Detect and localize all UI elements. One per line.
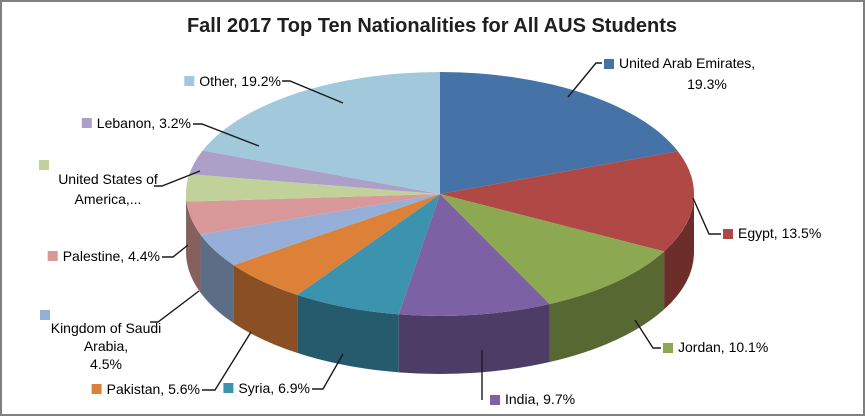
pie-slice-united-arab-emirates: [440, 72, 678, 194]
legend-label-other: Other, 19.2%: [199, 73, 281, 89]
legend-marker-united-states-of-america: [39, 160, 49, 170]
pie-callout-labels: United Arab Emirates, 19.3% Egypt, 13.5% Jo…: [39, 55, 821, 407]
legend-label-lebanon: Lebanon, 3.2%: [97, 115, 191, 131]
pie-slice-egypt: [440, 151, 695, 252]
leader-line-united-arab-emirates: [567, 62, 602, 98]
legend-marker-pakistan: [91, 384, 102, 394]
legend-marker-other: [184, 76, 195, 86]
pie-slice-syria: [297, 194, 440, 315]
legend-marker-egypt: [723, 229, 733, 239]
pie-slice-side-syria: [297, 294, 399, 373]
legend-marker-palestine: [47, 251, 58, 261]
leader-line-united-states-of-america: [154, 170, 201, 187]
pie-slice-united-states-of-america: [185, 174, 440, 202]
leader-line-palestine: [162, 244, 189, 258]
legend-label-united-arab-emirates: United Arab Emirates, 19.3%: [619, 55, 755, 92]
pie-slice-side-palestine: [186, 201, 201, 293]
legend-label-jordan: Jordan, 10.1%: [678, 339, 768, 355]
chart-title: Fall 2017 Top Ten Nationalities for All …: [187, 15, 677, 37]
pie-side-walls: [186, 194, 695, 375]
leader-line-kingdom-of-saudi-arabia: [150, 290, 200, 323]
pie-slice-kingdom-of-saudi-arabia: [200, 194, 440, 266]
pie-slice-side-jordan: [549, 251, 665, 363]
pie-slice-side-kingdom-of-saudi-arabia: [200, 234, 234, 324]
leader-line-lebanon: [193, 123, 260, 147]
pie-slice-palestine: [186, 194, 440, 235]
leader-line-egypt: [692, 197, 721, 235]
legend-label-egypt: Egypt, 13.5%: [738, 225, 821, 241]
legend-label-united-states-of-america: United States of America,...: [58, 171, 158, 207]
legend-marker-jordan: [663, 343, 673, 353]
pie-slice-side-india: [398, 304, 550, 375]
legend-marker-united-arab-emirates: [604, 59, 614, 69]
pie-slice-lebanon: [189, 150, 440, 194]
pie-top-faces: [185, 72, 695, 317]
pie-slice-side-united-states-of-america: [186, 194, 187, 260]
leader-line-pakistan: [202, 331, 252, 391]
pie-slice-side-pakistan: [233, 265, 298, 353]
pie-slice-other: [202, 72, 440, 194]
legend-label-syria: Syria, 6.9%: [238, 380, 310, 396]
legend-label-india: India, 9.7%: [505, 391, 575, 407]
legend-label-palestine: Palestine, 4.4%: [63, 248, 160, 264]
legend-marker-lebanon: [81, 118, 92, 128]
legend-label-kingdom-of-saudi-arabia: Kingdom of Saudi Arabia, 4.5%: [51, 320, 162, 372]
pie-slice-jordan: [440, 194, 665, 305]
legend-marker-kingdom-of-saudi-arabia: [40, 310, 50, 320]
leader-line-other: [282, 80, 344, 104]
legend-marker-syria: [223, 383, 234, 393]
legend-marker-india: [490, 395, 500, 405]
legend-label-pakistan: Pakistan, 5.6%: [107, 381, 200, 397]
pie-slice-india: [398, 194, 550, 317]
pie-slice-side-egypt: [664, 194, 695, 310]
leader-line-syria: [312, 353, 344, 390]
leader-line-jordan: [634, 319, 661, 349]
pie-slice-pakistan: [233, 194, 440, 295]
